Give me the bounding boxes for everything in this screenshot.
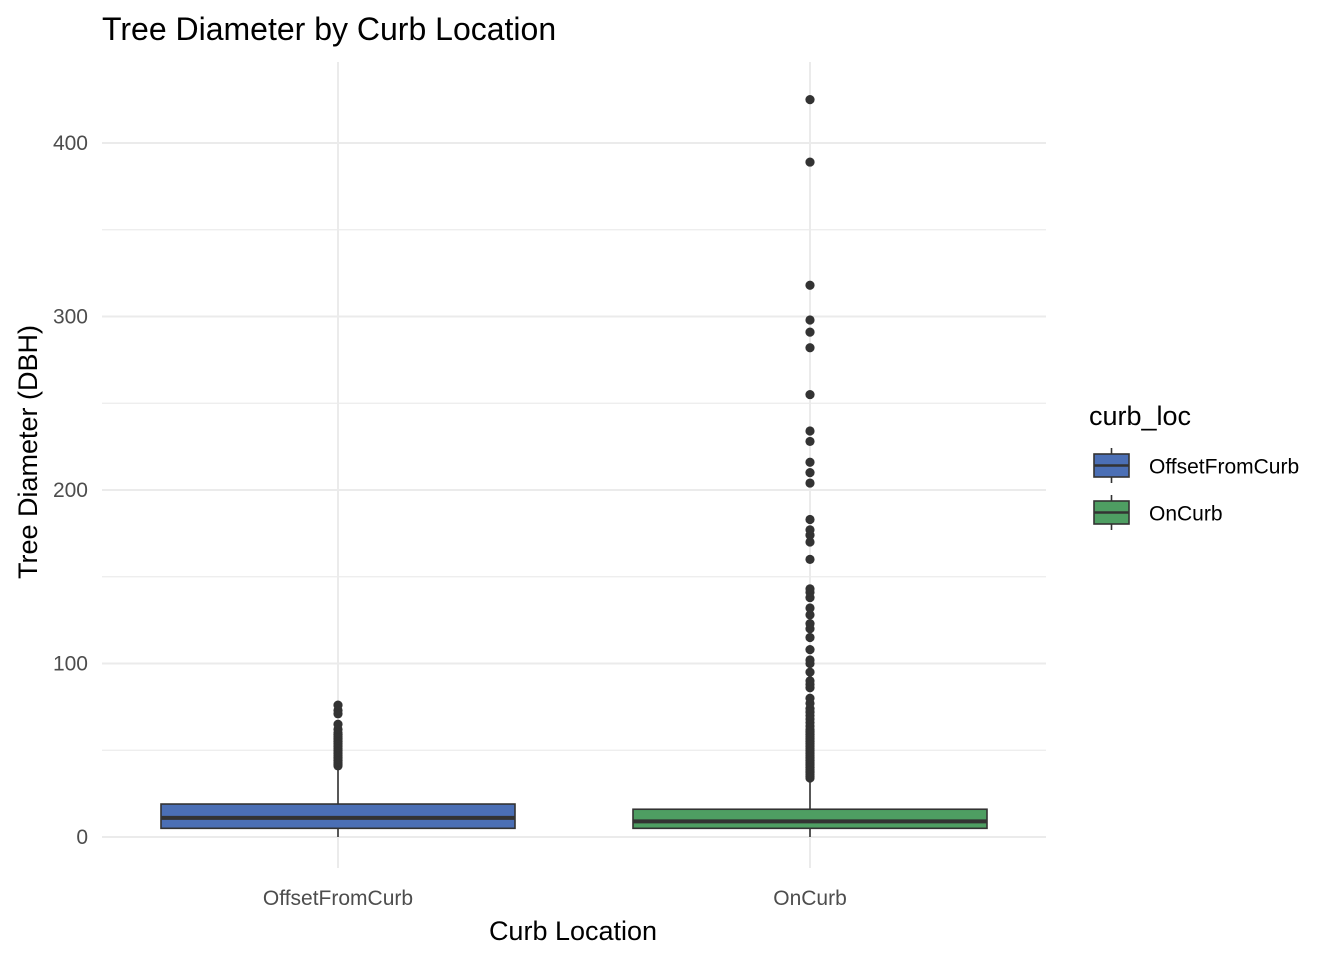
x-tick-label: OnCurb <box>773 887 847 910</box>
outlier-point <box>805 315 815 325</box>
y-tick-label: 200 <box>53 479 88 502</box>
outlier-point <box>805 693 815 703</box>
outlier-point <box>805 554 815 565</box>
legend-key-OffsetFromCurb: OffsetFromCurb <box>1093 448 1299 483</box>
tick-labels: 0 100 200 300 400 OffsetFromCurb OnCurb <box>53 132 847 910</box>
outlier-point <box>805 632 815 643</box>
outlier-point <box>805 514 815 525</box>
box-iqr <box>632 808 988 830</box>
outlier-point <box>805 610 815 620</box>
outlier-point <box>805 525 815 535</box>
outlier-point <box>805 645 815 655</box>
outlier-point <box>805 603 815 613</box>
y-tick-label: 0 <box>76 826 88 849</box>
outlier-point <box>805 655 815 665</box>
box-OnCurb <box>632 95 988 837</box>
outlier-point <box>805 676 815 686</box>
legend-label: OffsetFromCurb <box>1149 456 1299 479</box>
outlier-point <box>805 157 815 167</box>
outlier-point <box>805 618 815 629</box>
outlier-point <box>805 537 815 547</box>
boxes <box>160 95 988 837</box>
outlier-point <box>805 584 815 594</box>
y-tick-label: 100 <box>53 653 88 676</box>
outlier-point <box>805 343 815 353</box>
y-tick-label: 400 <box>53 132 88 155</box>
outlier-point <box>333 700 343 710</box>
box-OffsetFromCurb <box>160 700 516 837</box>
outlier-point <box>805 478 815 488</box>
outlier-point <box>805 280 815 290</box>
x-tick-label: OffsetFromCurb <box>263 887 413 910</box>
legend-keys: OffsetFromCurb OnCurb <box>1093 448 1299 530</box>
y-axis-title: Tree Diameter (DBH) <box>13 325 43 579</box>
outlier-point <box>805 426 815 436</box>
outlier-point <box>805 468 815 478</box>
outlier-point <box>805 95 815 105</box>
y-tick-label: 300 <box>53 306 88 329</box>
legend-label: OnCurb <box>1149 503 1223 526</box>
outlier-point <box>805 457 815 467</box>
chart-title: Tree Diameter by Curb Location <box>102 11 556 47</box>
outlier-point <box>333 719 343 729</box>
legend-title: curb_loc <box>1089 401 1191 431</box>
outlier-point <box>805 327 815 337</box>
x-axis-title: Curb Location <box>489 916 657 946</box>
legend: curb_loc OffsetFromCurb OnCurb <box>1089 401 1299 530</box>
outlier-point <box>805 389 815 400</box>
outlier-point <box>805 436 815 447</box>
outlier-point <box>805 667 815 677</box>
legend-key-OnCurb: OnCurb <box>1093 495 1223 530</box>
